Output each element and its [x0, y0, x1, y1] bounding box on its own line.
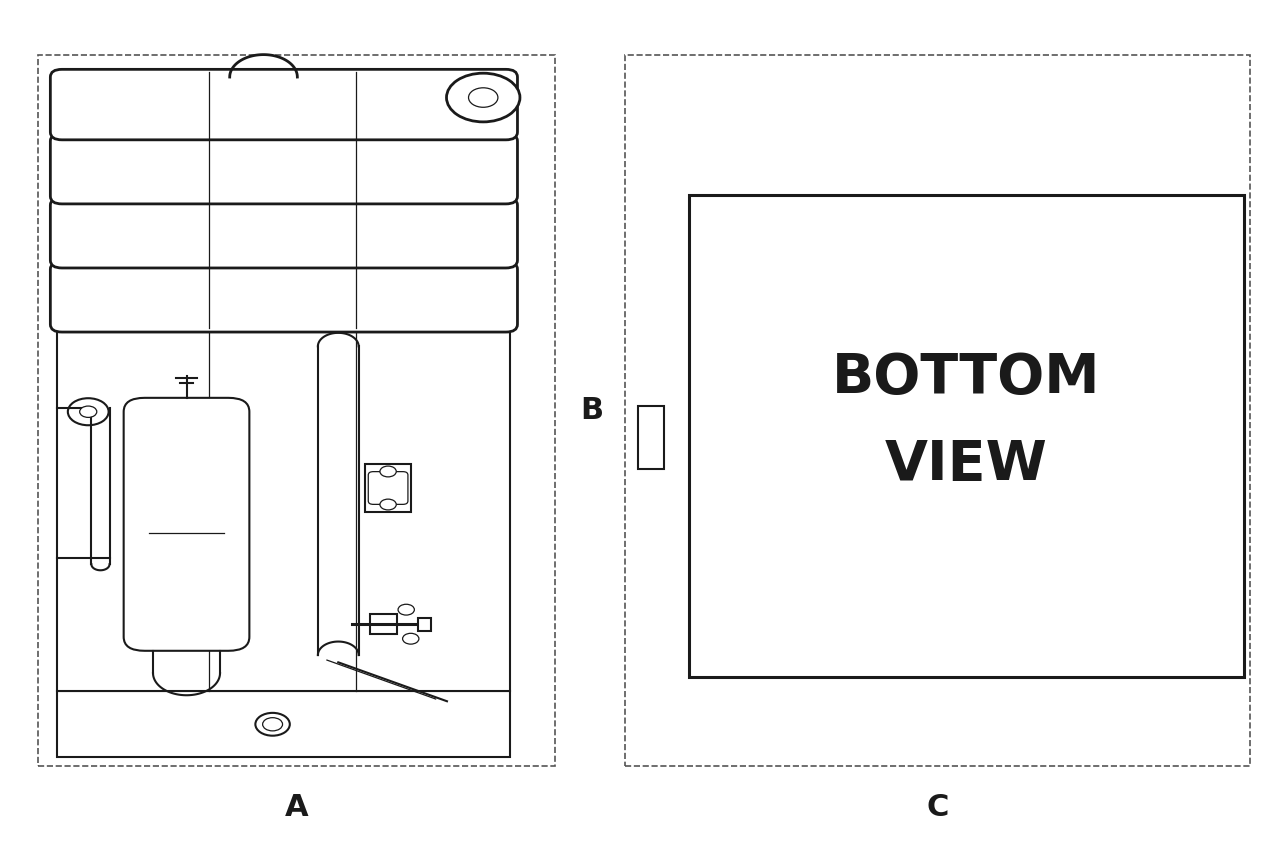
Circle shape [447, 74, 519, 122]
Circle shape [79, 406, 97, 417]
Bar [638, 406, 664, 470]
Circle shape [398, 604, 415, 615]
Circle shape [468, 88, 498, 107]
Text: C: C [926, 794, 949, 822]
Bar [689, 195, 1244, 677]
FancyBboxPatch shape [50, 197, 518, 268]
Circle shape [380, 499, 397, 510]
Bar [370, 614, 397, 634]
Text: VIEW: VIEW [886, 437, 1048, 492]
Text: A: A [285, 794, 309, 822]
Circle shape [68, 398, 108, 426]
FancyBboxPatch shape [50, 69, 518, 140]
FancyBboxPatch shape [50, 134, 518, 204]
Circle shape [380, 466, 397, 477]
Bar [417, 618, 431, 631]
FancyBboxPatch shape [369, 471, 408, 504]
FancyBboxPatch shape [124, 398, 249, 651]
Text: BOTTOM: BOTTOM [832, 351, 1101, 405]
Bar [365, 464, 411, 512]
Bar [57, 691, 510, 757]
Circle shape [403, 634, 419, 644]
Bar [57, 328, 510, 691]
Circle shape [263, 717, 282, 731]
FancyBboxPatch shape [50, 261, 518, 332]
Circle shape [255, 713, 290, 736]
Text: B: B [581, 396, 604, 425]
